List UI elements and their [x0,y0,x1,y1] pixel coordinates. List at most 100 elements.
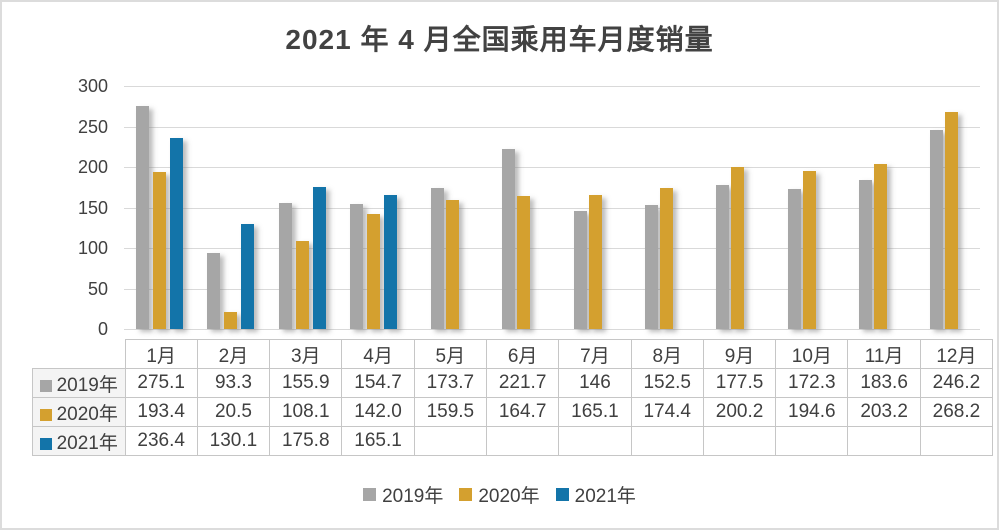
cell-2019年-5月: 173.7 [413,368,487,398]
bar-group-6月 [502,149,531,329]
bar-2020年-1月 [153,172,167,329]
bar-2019年-6月 [502,149,516,329]
bar-group-10月 [787,171,816,329]
bar-column-6月 [481,86,552,329]
cell-2019年-1月: 275.1 [124,368,198,398]
bar-2020年-6月 [517,195,531,329]
y-axis-tick-label: 100 [77,238,108,258]
bar-2020年-11月 [873,164,887,329]
cell-2019年-4月: 154.7 [341,368,415,398]
plot-area [124,86,980,330]
bar-2020年-7月 [588,195,602,329]
gridline-y-0 [124,329,980,330]
month-header-5月: 5月 [413,339,487,369]
bar-group-3月 [278,186,326,329]
cell-2021年-4月: 165.1 [341,426,415,456]
cell-2019年-9月: 177.5 [702,368,777,398]
cell-2019年-11月: 183.6 [847,368,921,398]
bar-2019年-1月 [136,106,150,329]
bar-2019年-2月 [207,253,221,329]
bar-column-11月 [837,86,908,329]
cell-2021年-2月: 130.1 [196,426,271,456]
y-axis-tick-label: 250 [77,116,108,137]
cell-2020年-6月: 164.7 [485,397,560,427]
month-header-3月: 3月 [269,339,343,369]
legend-label: 2020年 [478,486,540,507]
bar-group-12月 [930,111,959,329]
bar-column-3月 [267,86,338,329]
legend-key-icon [363,488,377,501]
series-key-icon [39,408,52,421]
legend-label: 2021年 [574,486,636,507]
bar-2020年-12月 [945,111,959,329]
y-axis-tick-label: 150 [77,197,108,218]
month-header-2月: 2月 [196,339,271,369]
month-header-1月: 1月 [124,339,198,369]
legend-key-icon [459,488,473,501]
bar-2019年-4月 [350,203,364,329]
bar-2021年-3月 [312,186,326,329]
month-header-7月: 7月 [558,339,632,369]
cell-2020年-2月: 20.5 [196,397,271,427]
data-table: 1月 2月 3月 4月 5月 6月 7月 8月 9月 10月 11月 12月 2019年 275.1 93.… [32,339,994,456]
y-axis-tick-label: 200 [77,157,108,177]
cell-2021年-6月 [485,426,560,456]
gridline-y-300 [124,86,980,87]
cell-2021年-11月 [847,426,921,456]
bar-column-8月 [623,86,694,329]
cell-2020年-12月: 268.2 [919,397,994,427]
bar-2019年-12月 [930,129,944,329]
cell-2020年-3月: 108.1 [269,397,343,427]
bar-2021年-4月 [384,195,398,329]
legend-item-2021年: 2021年 [555,481,636,508]
bar-group-9月 [716,166,745,329]
bar-group-4月 [350,195,398,329]
cell-2019年-6月: 221.7 [485,368,560,398]
bar-2019年-3月 [278,202,292,329]
bar-2020年-3月 [295,241,309,329]
cell-2021年-8月 [630,426,704,456]
bar-column-7月 [552,86,623,329]
bar-2019年-7月 [573,210,587,329]
table-row-2019年: 2019年 275.1 93.3 155.9 154.7 173.7 221.7 146 152… [32,368,994,398]
chart-title: 2021 年 4 月全国乘用车月度销量 [285,24,714,55]
cell-2020年-11月: 203.2 [847,397,921,427]
bar-2020年-4月 [367,213,381,329]
cell-2020年-5月: 159.5 [413,397,487,427]
bar-column-2月 [195,86,266,329]
table-corner-cell [33,340,126,369]
legend: 2019年 2020年 2021年 [2,481,997,508]
cell-2019年-2月: 93.3 [196,368,271,398]
bar-group-7月 [573,195,602,329]
bar-group-5月 [430,188,459,329]
bar-group-1月 [136,106,184,329]
bar-2020年-9月 [731,166,745,329]
cell-2020年-7月: 165.1 [558,397,632,427]
bar-2019年-8月 [644,205,658,329]
month-header-10月: 10月 [775,339,849,369]
bar-2019年-10月 [787,189,801,329]
cell-2019年-7月: 146 [558,368,632,398]
cell-2021年-10月 [775,426,849,456]
bar-2019年-9月 [716,185,730,329]
cell-2019年-8月: 152.5 [630,368,704,398]
month-header-8月: 8月 [630,339,704,369]
gridline-y-250 [124,126,980,128]
bar-2020年-5月 [445,199,459,329]
series-key-icon [39,379,52,392]
bar-column-5月 [409,86,480,329]
bar-column-9月 [695,86,766,329]
cell-2021年-1月: 236.4 [124,426,198,456]
row-label-2021年: 2021年 [32,426,126,456]
bar-column-10月 [766,86,837,329]
y-axis-tick-label: 50 [87,278,108,299]
bar-group-11月 [858,164,887,329]
bar-2020年-8月 [659,187,673,329]
bar-column-1月 [124,86,195,329]
gridline-y-100 [124,248,980,249]
cell-2021年-5月 [413,426,487,456]
cell-2020年-9月: 200.2 [702,397,777,427]
cell-2020年-4月: 142.0 [341,397,415,427]
legend-item-2020年: 2020年 [459,481,540,508]
